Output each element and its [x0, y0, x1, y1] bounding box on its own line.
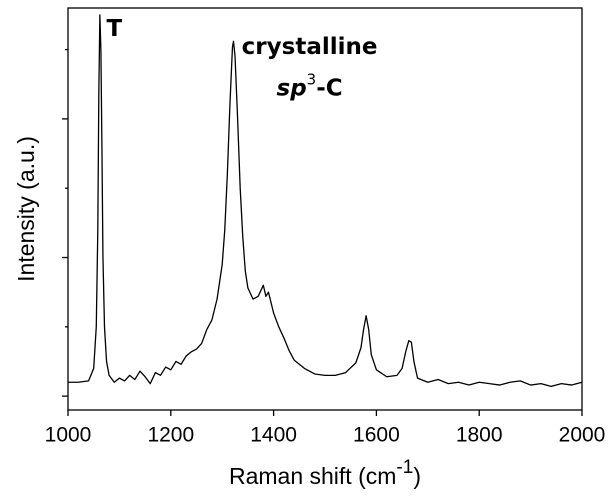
x-axis-label: Raman shift (cm-1): [229, 457, 421, 490]
annotation: crystalline: [242, 33, 378, 59]
x-axis-label-part: ): [413, 463, 421, 489]
x-tick-label: 1800: [456, 424, 503, 447]
x-tick-label: 2000: [559, 424, 606, 447]
annotation-part: T: [107, 15, 123, 41]
annotation-part: sp: [277, 75, 307, 101]
x-tick-label: 1600: [353, 424, 400, 447]
x-tick-label: 1000: [45, 424, 92, 447]
annotation-part: -C: [316, 75, 342, 101]
plot-frame: [67, 7, 583, 411]
x-axis-label-part: Raman shift (cm: [229, 463, 396, 489]
x-axis-label-part: -1: [396, 457, 413, 478]
annotation-part: crystalline: [242, 33, 378, 59]
annotation: sp3-C: [277, 70, 343, 101]
spectrum-line: [68, 14, 583, 388]
annotation: T: [107, 15, 123, 41]
y-axis-label: Intensity (a.u.): [13, 136, 39, 282]
x-tick-label: 1200: [147, 424, 194, 447]
x-tick-label: 1400: [250, 424, 297, 447]
annotation-part: 3: [307, 70, 317, 88]
